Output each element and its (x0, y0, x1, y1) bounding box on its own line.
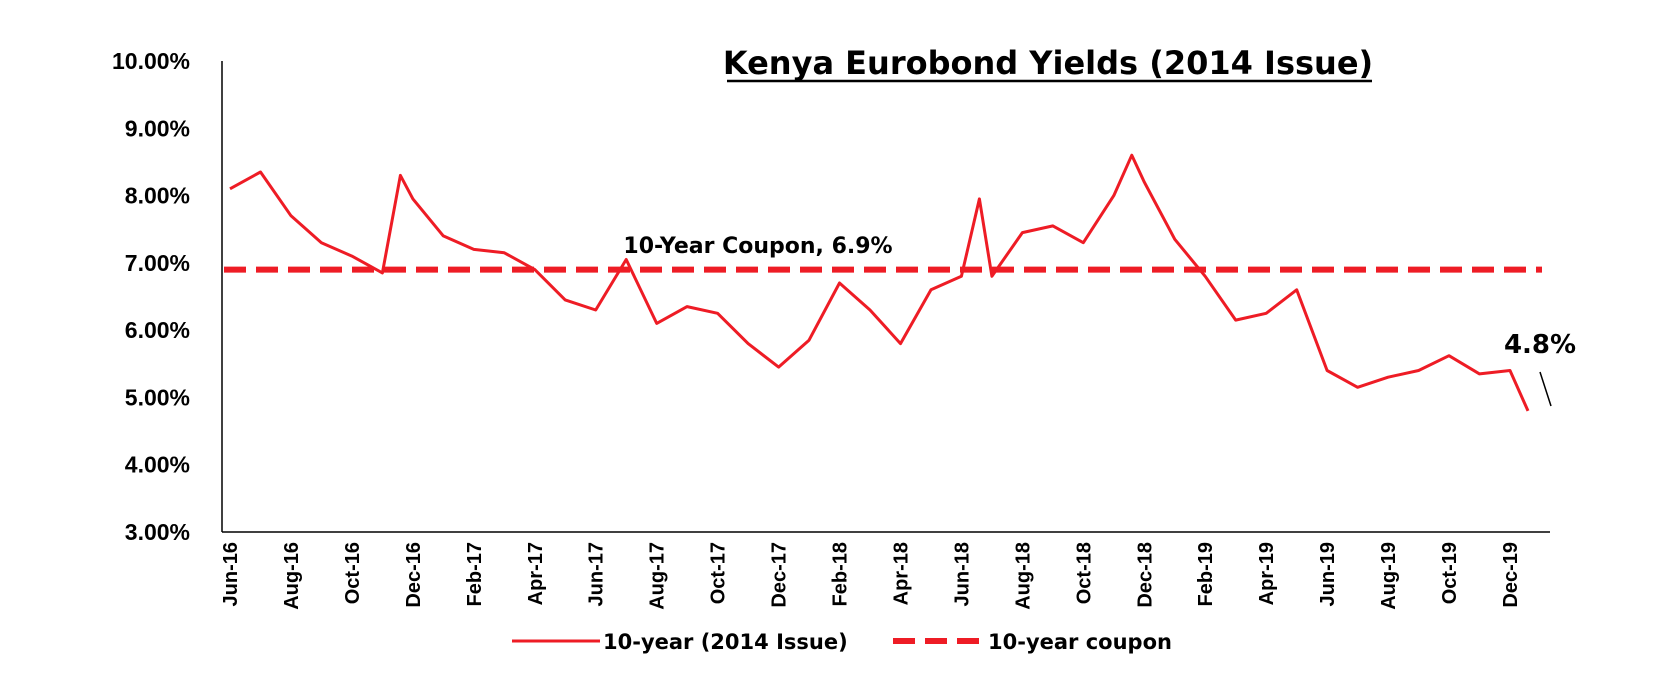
legend-coupon-label: 10-year coupon (988, 630, 1172, 654)
x-tick-label: Jun-16 (220, 542, 242, 606)
x-tick-label: Aug-19 (1378, 542, 1400, 610)
y-tick-label: 7.00% (125, 250, 190, 276)
end-value-annotation: 4.8% (1504, 330, 1576, 360)
y-tick-label: 6.00% (125, 317, 190, 343)
x-tick-label: Aug-16 (281, 542, 303, 610)
x-tick-label: Jun-17 (586, 542, 608, 606)
legend-yield-label: 10-year (2014 Issue) (603, 630, 848, 654)
x-tick-label: Dec-18 (1134, 542, 1156, 608)
y-tick-label: 3.00% (125, 519, 190, 545)
x-tick-label: Jun-18 (951, 542, 973, 606)
y-tick-label: 4.00% (125, 452, 190, 478)
x-tick-label: Aug-17 (647, 542, 669, 610)
y-tick-label: 5.00% (125, 384, 190, 410)
x-tick-label: Dec-17 (769, 542, 791, 608)
y-axis: 10.00% 9.00% 8.00% 7.00% 6.00% 5.00% 4.00% 3.00… (112, 48, 223, 545)
legend: 10-year (2014 Issue) 10-year coupon (512, 630, 1172, 654)
coupon-annotation: 10-Year Coupon, 6.9% (623, 234, 892, 259)
x-tick-label: Feb-19 (1195, 542, 1217, 606)
yield-series-line (229, 153, 1530, 412)
end-value-leader (1539, 371, 1552, 407)
y-tick-label: 10.00% (112, 48, 190, 74)
x-tick-label: Oct-17 (708, 542, 730, 604)
x-tick-label: Aug-18 (1012, 542, 1034, 610)
y-tick-label: 8.00% (125, 183, 190, 209)
chart-title: Kenya Eurobond Yields (2014 Issue) (723, 44, 1373, 82)
x-tick-label: Oct-16 (342, 542, 364, 604)
x-tick-label: Feb-17 (464, 542, 486, 606)
x-tick-label: Dec-16 (403, 542, 425, 608)
x-tick-label: Oct-19 (1439, 542, 1461, 604)
x-tick-label: Apr-19 (1256, 542, 1278, 605)
x-tick-label: Apr-18 (890, 542, 912, 605)
x-tick-label: Oct-18 (1073, 542, 1095, 604)
y-tick-label: 9.00% (125, 115, 190, 141)
x-tick-label: Feb-18 (830, 542, 852, 606)
x-tick-label: Dec-19 (1500, 542, 1522, 608)
x-tick-label: Jun-19 (1317, 542, 1339, 606)
x-tick-label: Apr-17 (525, 542, 547, 605)
x-axis: Jun-16 Aug-16 Oct-16 Dec-16 Feb-17 Apr-17 Jun-… (220, 531, 1550, 610)
